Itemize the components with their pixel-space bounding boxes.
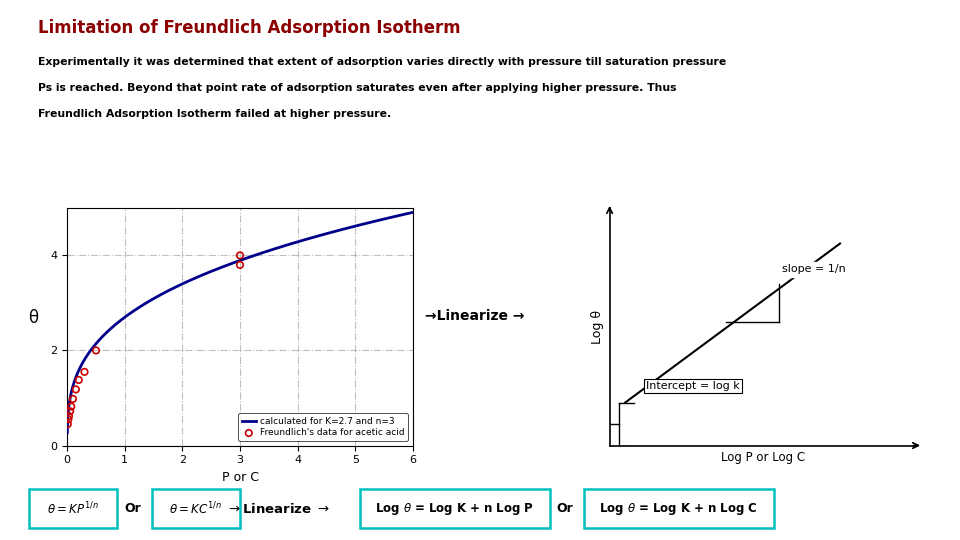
calculated for K=2.7 and n=3 <box>61 429 73 436</box>
Freundlich's data for acetic acid <box>88 346 104 355</box>
Text: Log $\theta$ = Log K + n Log C: Log $\theta$ = Log K + n Log C <box>599 501 758 517</box>
Text: slope = 1/n: slope = 1/n <box>781 265 846 274</box>
Freundlich's data for acetic acid <box>77 368 92 376</box>
Text: Intercept = log k: Intercept = log k <box>646 381 740 391</box>
Freundlich's data for acetic acid <box>71 376 86 384</box>
Freundlich's data for acetic acid <box>68 385 84 394</box>
Line: calculated for K=2.7 and n=3: calculated for K=2.7 and n=3 <box>67 208 430 433</box>
Text: $\rightarrow$Linearize $\rightarrow$: $\rightarrow$Linearize $\rightarrow$ <box>227 502 330 516</box>
Legend: calculated for K=2.7 and n=3, Freundlich's data for acetic acid: calculated for K=2.7 and n=3, Freundlich… <box>238 413 408 441</box>
calculated for K=2.7 and n=3 <box>276 244 287 250</box>
Text: Freundlich Adsorption Isotherm failed at higher pressure.: Freundlich Adsorption Isotherm failed at… <box>38 109 392 119</box>
Text: Or: Or <box>124 502 141 515</box>
Text: $\theta=KP^{1/n}$: $\theta=KP^{1/n}$ <box>47 501 99 517</box>
Freundlich's data for acetic acid <box>60 415 76 424</box>
calculated for K=2.7 and n=3 <box>303 235 315 241</box>
Freundlich's data for acetic acid <box>60 420 76 428</box>
Text: Limitation of Freundlich Adsorption Isotherm: Limitation of Freundlich Adsorption Isot… <box>38 19 461 37</box>
X-axis label: Log P or Log C: Log P or Log C <box>721 451 805 464</box>
Text: $\theta=KC^{1/n}$: $\theta=KC^{1/n}$ <box>169 501 223 517</box>
Text: Log $\theta$ = Log K + n Log P: Log $\theta$ = Log K + n Log P <box>375 501 535 517</box>
Freundlich's data for acetic acid <box>65 395 81 403</box>
Text: Ps is reached. Beyond that point rate of adsorption saturates even after applyin: Ps is reached. Beyond that point rate of… <box>38 83 677 93</box>
Text: →Linearize →: →Linearize → <box>425 309 525 323</box>
calculated for K=2.7 and n=3 <box>424 205 436 212</box>
Y-axis label: Log θ: Log θ <box>591 310 604 343</box>
calculated for K=2.7 and n=3 <box>335 227 347 233</box>
Freundlich's data for acetic acid <box>62 407 78 416</box>
calculated for K=2.7 and n=3 <box>126 309 137 316</box>
X-axis label: P or C: P or C <box>222 471 258 484</box>
calculated for K=2.7 and n=3 <box>226 260 237 267</box>
Text: Or: Or <box>556 502 573 515</box>
Y-axis label: θ: θ <box>29 309 38 327</box>
Freundlich's data for acetic acid <box>232 251 248 260</box>
Freundlich's data for acetic acid <box>63 402 79 411</box>
Freundlich's data for acetic acid <box>61 411 77 420</box>
Freundlich's data for acetic acid <box>232 261 248 269</box>
Text: Experimentally it was determined that extent of adsorption varies directly with : Experimentally it was determined that ex… <box>38 57 727 67</box>
calculated for K=2.7 and n=3 <box>155 292 166 298</box>
